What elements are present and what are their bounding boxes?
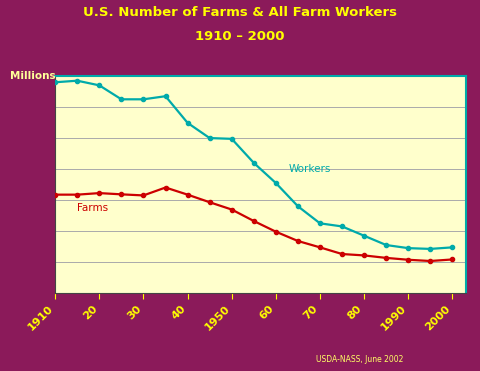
Text: 1910 – 2000: 1910 – 2000 [195, 30, 285, 43]
Text: Millions: Millions [10, 71, 55, 81]
Text: Farms: Farms [77, 203, 108, 213]
Text: USDA-NASS, June 2002: USDA-NASS, June 2002 [316, 355, 404, 364]
Text: U.S. Number of Farms & All Farm Workers: U.S. Number of Farms & All Farm Workers [83, 6, 397, 19]
Text: Workers: Workers [289, 164, 332, 174]
